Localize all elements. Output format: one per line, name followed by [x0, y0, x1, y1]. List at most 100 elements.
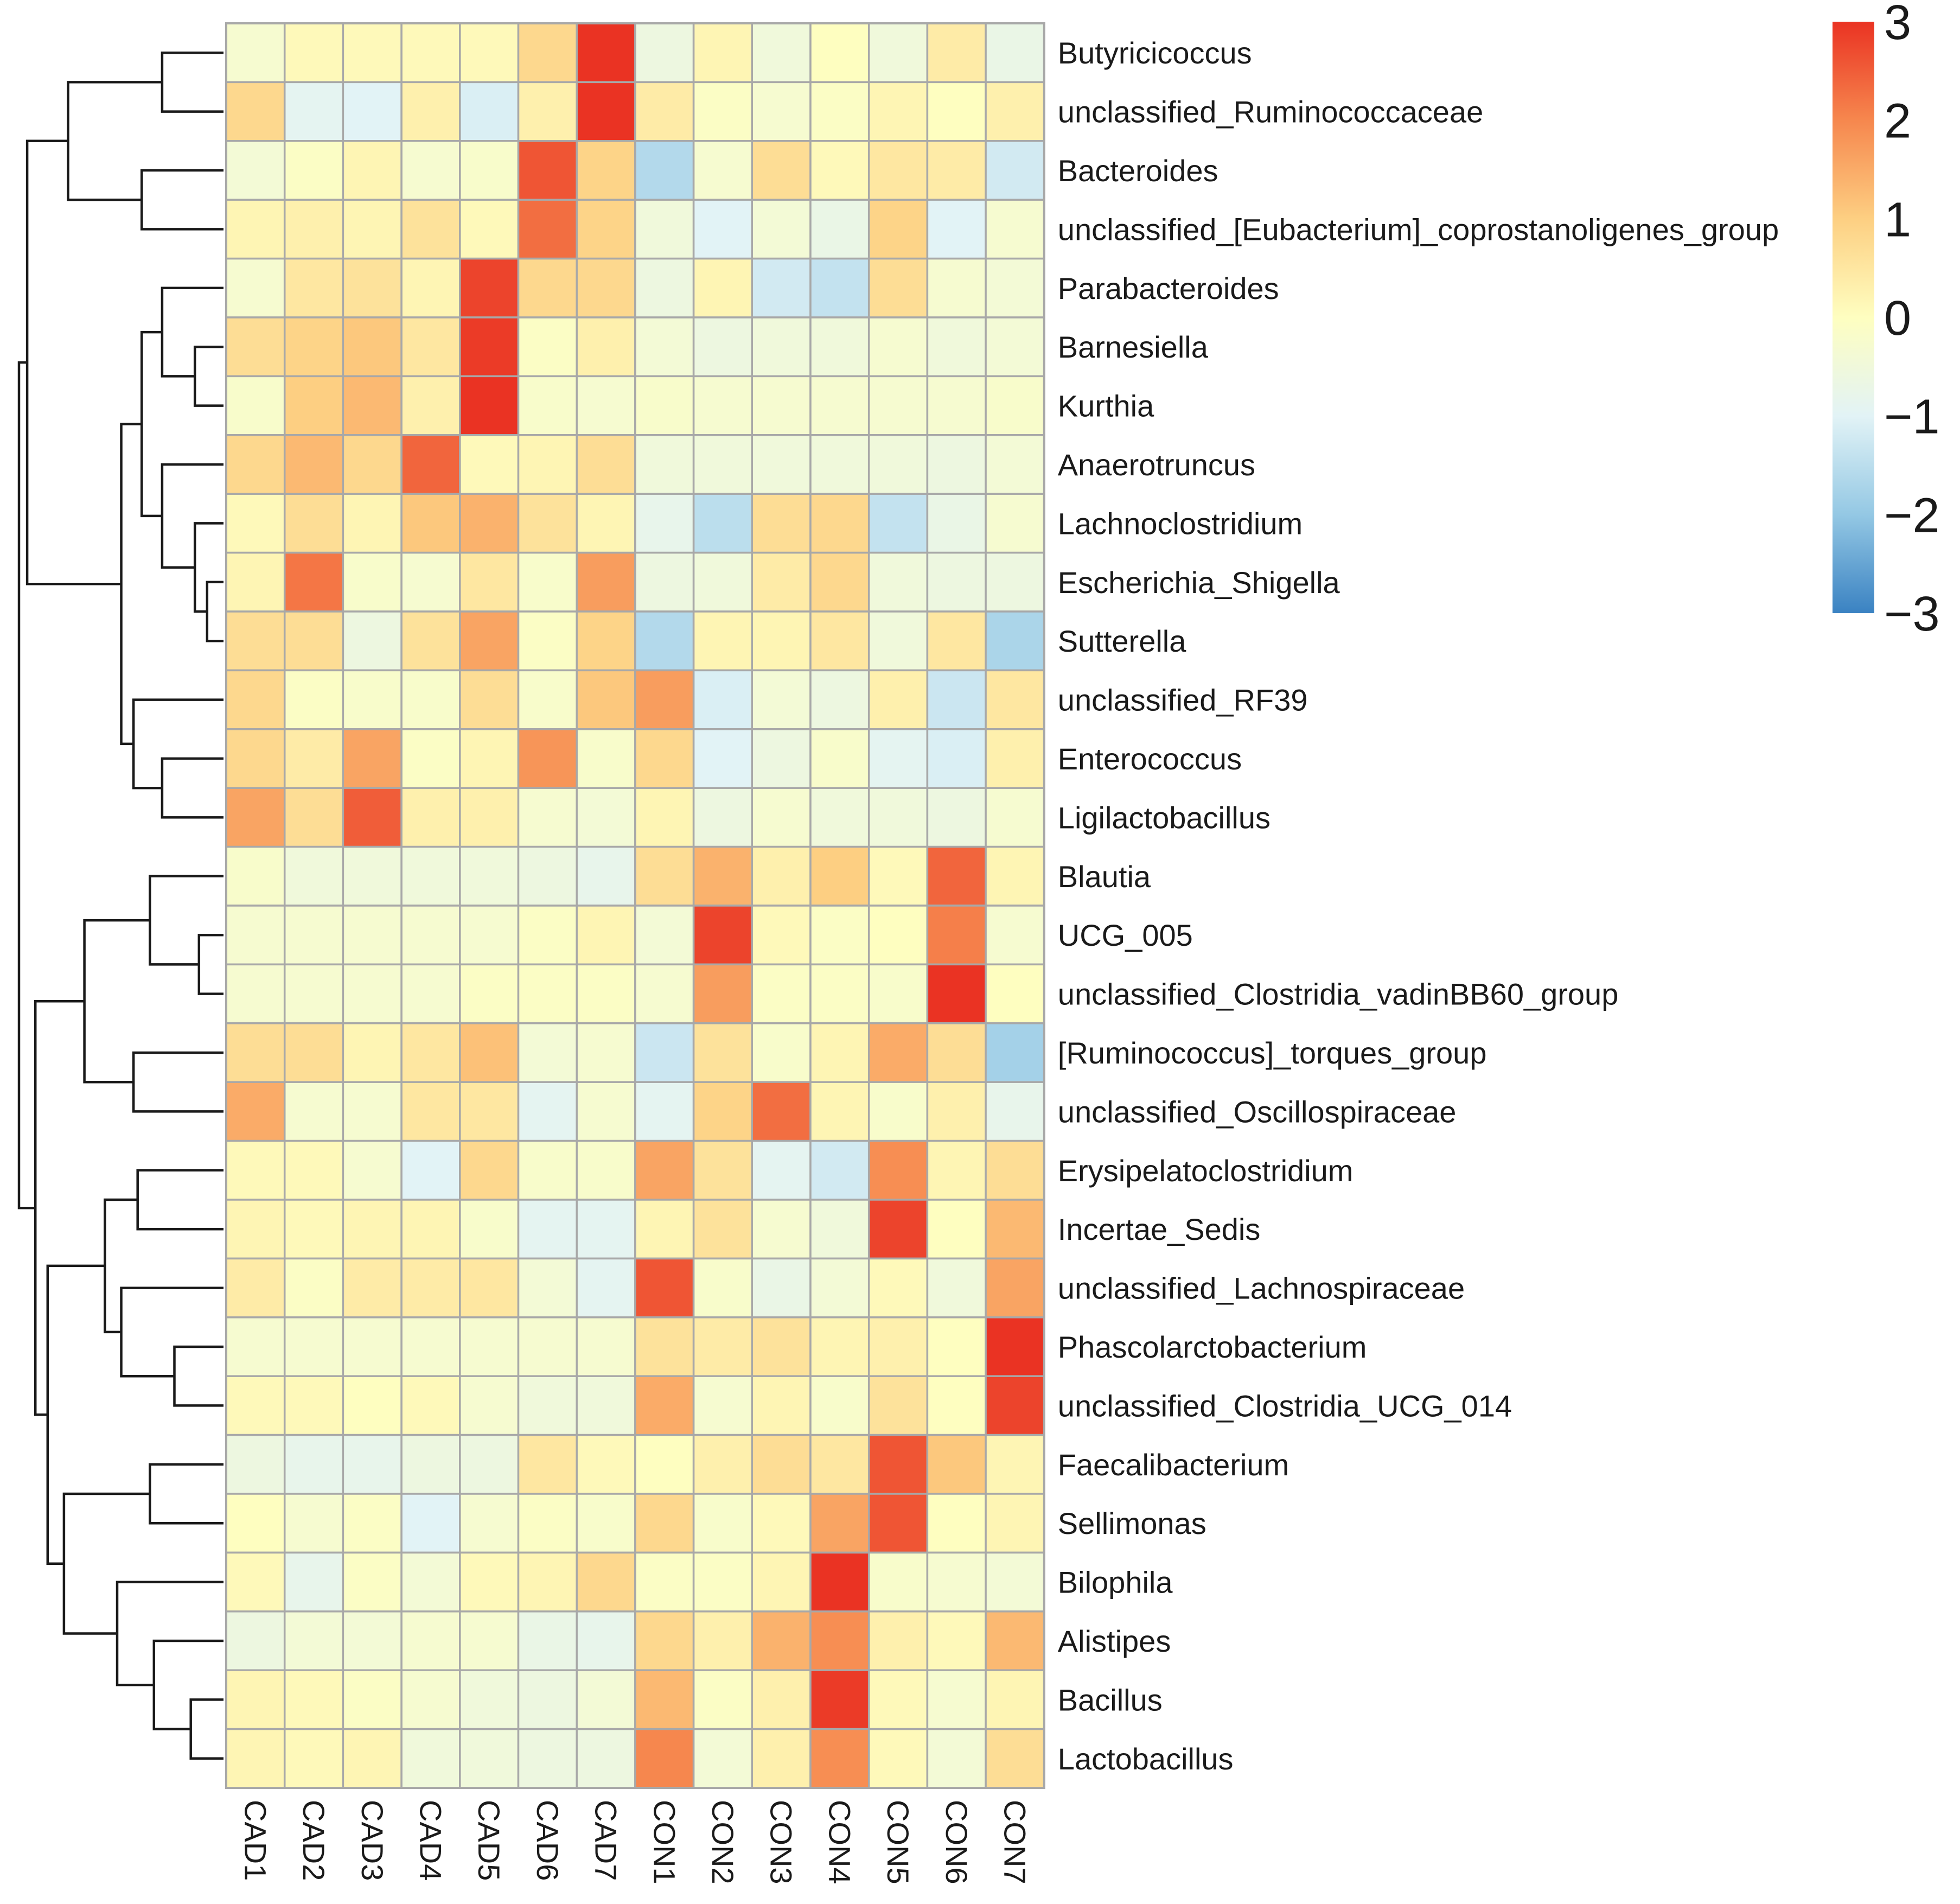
heatmap-cell-barnesiella-con3: [751, 316, 812, 378]
heatmap-cell-unclassified-lachnospiraceae-con2: [692, 1257, 754, 1319]
heatmap-cell-unclassified-clostridia-vadinbb60-group-cad3: [342, 963, 403, 1024]
heatmap-cell-kurthia-con7: [985, 375, 1045, 436]
heatmap-cell-bacillus-cad3: [342, 1669, 403, 1730]
heatmap-cell-ucg-005-con7: [985, 905, 1045, 966]
heatmap-cell-ligilactobacillus-con3: [751, 787, 812, 848]
heatmap-cell-unclassified-clostridia-ucg-014-cad5: [459, 1375, 520, 1436]
heatmap-cell-bacillus-cad5: [459, 1669, 520, 1730]
heatmap-cell-phascolarctobacterium-con2: [692, 1316, 754, 1377]
heatmap-cell-unclassified-clostridia-ucg-014-con7: [985, 1375, 1045, 1436]
heatmap-cell-ruminococcus-torques-group-cad2: [283, 1022, 344, 1083]
heatmap-cell-butyricicoccus-cad5: [459, 22, 520, 84]
heatmap-cell-ruminococcus-torques-group-cad1: [225, 1022, 286, 1083]
heatmap-cell-barnesiella-cad2: [283, 316, 344, 378]
colorbar-tick-label: −2: [1884, 488, 1940, 543]
heatmap-cell-ruminococcus-torques-group-con7: [985, 1022, 1045, 1083]
heatmap-cell-bilophila-con2: [692, 1551, 754, 1613]
heatmap-cell-unclassified-clostridia-vadinbb60-group-con4: [809, 963, 870, 1024]
heatmap-cell-butyricicoccus-con5: [867, 22, 929, 84]
heatmap-cell-bacteroides-con1: [634, 140, 695, 201]
heatmap-cell-parabacteroides-con7: [985, 257, 1045, 319]
heatmap-cell-unclassified-clostridia-vadinbb60-group-con1: [634, 963, 695, 1024]
heatmap-cell-ligilactobacillus-cad6: [517, 787, 578, 848]
heatmap-cell-sellimonas-cad6: [517, 1493, 578, 1554]
heatmap-cell-kurthia-cad4: [400, 375, 461, 436]
heatmap-cell-sellimonas-cad4: [400, 1493, 461, 1554]
heatmap-cell-parabacteroides-cad6: [517, 257, 578, 319]
heatmap-cell-parabacteroides-con2: [692, 257, 754, 319]
heatmap-cell-ucg-005-cad2: [283, 905, 344, 966]
row-label-anaerotruncus: Anaerotruncus: [1058, 448, 1255, 482]
heatmap-cell-parabacteroides-cad3: [342, 257, 403, 319]
heatmap-cell-kurthia-con6: [926, 375, 987, 436]
heatmap-cell-lachnoclostridium-con6: [926, 493, 987, 554]
colorbar-gradient: [1833, 22, 1874, 613]
heatmap-cell-bacillus-con5: [867, 1669, 929, 1730]
heatmap-cell-sellimonas-cad2: [283, 1493, 344, 1554]
heatmap-cell-bilophila-cad2: [283, 1551, 344, 1613]
heatmap-cell-escherichia-shigella-con7: [985, 551, 1045, 613]
heatmap-cell-parabacteroides-cad7: [576, 257, 636, 319]
heatmap-cell-unclassified-ruminococcaceae-cad1: [225, 81, 286, 142]
heatmap-cell-ligilactobacillus-con2: [692, 787, 754, 848]
heatmap-cell-barnesiella-cad6: [517, 316, 578, 378]
heatmap-cell-erysipelatoclostridium-con3: [751, 1139, 812, 1201]
heatmap-cell-blautia-cad3: [342, 845, 403, 907]
heatmap-cell-lachnoclostridium-cad5: [459, 493, 520, 554]
heatmap-cell-ruminococcus-torques-group-con4: [809, 1022, 870, 1083]
heatmap-cell-sutterella-cad5: [459, 610, 520, 672]
heatmap-cell-unclassified-ruminococcaceae-con4: [809, 81, 870, 142]
heatmap-cell-faecalibacterium-cad4: [400, 1434, 461, 1495]
heatmap-cell-anaerotruncus-cad7: [576, 434, 636, 495]
dendrogram-branch: [17, 361, 36, 1209]
heatmap-cell-barnesiella-cad3: [342, 316, 403, 378]
heatmap-cell-sutterella-con7: [985, 610, 1045, 672]
heatmap-cell-unclassified-clostridia-ucg-014-cad7: [576, 1375, 636, 1436]
heatmap-cell-ucg-005-cad6: [517, 905, 578, 966]
column-label-cad4: CAD4: [414, 1800, 448, 1881]
heatmap-cell-barnesiella-con6: [926, 316, 987, 378]
heatmap-cell-ucg-005-con1: [634, 905, 695, 966]
heatmap-cell-unclassified-ruminococcaceae-cad7: [576, 81, 636, 142]
row-label-unclassified-clostridia-vadinbb60-group: unclassified_Clostridia_vadinBB60_group: [1058, 977, 1619, 1011]
heatmap-cell-unclassified-lachnospiraceae-cad7: [576, 1257, 636, 1319]
heatmap-cell-ucg-005-con6: [926, 905, 987, 966]
heatmap-cell-erysipelatoclostridium-cad7: [576, 1139, 636, 1201]
heatmap-cell-alistipes-cad2: [283, 1610, 344, 1671]
heatmap-cell-ruminococcus-torques-group-con1: [634, 1022, 695, 1083]
heatmap-cell-ligilactobacillus-cad4: [400, 787, 461, 848]
heatmap-cell-ruminococcus-torques-group-con2: [692, 1022, 754, 1083]
heatmap-cell-escherichia-shigella-con6: [926, 551, 987, 613]
heatmap-cell-escherichia-shigella-con1: [634, 551, 695, 613]
heatmap-cell-sellimonas-con4: [809, 1493, 870, 1554]
heatmap-cell-butyricicoccus-cad2: [283, 22, 344, 84]
heatmap-cell-faecalibacterium-cad6: [517, 1434, 578, 1495]
heatmap-cell-faecalibacterium-con6: [926, 1434, 987, 1495]
row-label-blautia: Blautia: [1058, 859, 1151, 894]
row-label-kurthia: Kurthia: [1058, 389, 1154, 423]
heatmap-cell-phascolarctobacterium-cad6: [517, 1316, 578, 1377]
heatmap-cell-faecalibacterium-con4: [809, 1434, 870, 1495]
heatmap-cell-sutterella-con1: [634, 610, 695, 672]
heatmap-cells: [225, 22, 1045, 1789]
heatmap-cell-unclassified-oscillospiraceae-cad3: [342, 1081, 403, 1142]
heatmap-cell-phascolarctobacterium-cad3: [342, 1316, 403, 1377]
heatmap-cell-unclassified-oscillospiraceae-cad4: [400, 1081, 461, 1142]
colorbar-tick-label: 0: [1884, 291, 1911, 346]
row-label-barnesiella: Barnesiella: [1058, 330, 1209, 364]
heatmap-cell-unclassified-rf39-cad3: [342, 669, 403, 730]
heatmap-cell-unclassified-oscillospiraceae-cad7: [576, 1081, 636, 1142]
column-label-cad3: CAD3: [355, 1800, 390, 1881]
heatmap-cell-faecalibacterium-cad3: [342, 1434, 403, 1495]
heatmap-cell-unclassified-lachnospiraceae-con1: [634, 1257, 695, 1319]
heatmap-cell-ligilactobacillus-cad3: [342, 787, 403, 848]
heatmap-cell-unclassified-eubacterium-coprostanoligenes-group-con3: [751, 199, 812, 260]
heatmap-cell-sellimonas-con6: [926, 1493, 987, 1554]
heatmap-cell-alistipes-con1: [634, 1610, 695, 1671]
heatmap-cell-unclassified-clostridia-ucg-014-con4: [809, 1375, 870, 1436]
column-label-cad7: CAD7: [589, 1800, 623, 1881]
heatmap-cell-ligilactobacillus-con7: [985, 787, 1045, 848]
heatmap-cell-unclassified-ruminococcaceae-con3: [751, 81, 812, 142]
